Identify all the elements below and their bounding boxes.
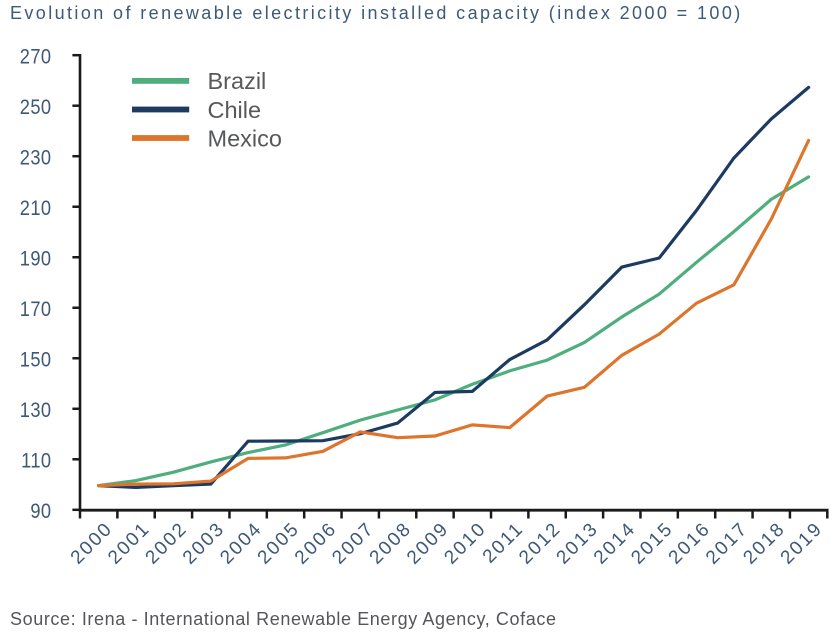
svg-text:2019: 2019 <box>777 518 827 568</box>
svg-text:2009: 2009 <box>403 518 453 568</box>
svg-text:250: 250 <box>20 96 52 120</box>
svg-text:150: 150 <box>20 348 52 372</box>
svg-text:2017: 2017 <box>702 518 752 568</box>
svg-text:2014: 2014 <box>590 518 640 568</box>
svg-text:2010: 2010 <box>440 518 490 568</box>
svg-text:2007: 2007 <box>328 518 378 568</box>
svg-text:2016: 2016 <box>665 518 715 568</box>
svg-text:130: 130 <box>20 399 52 423</box>
svg-text:2008: 2008 <box>366 518 416 568</box>
svg-text:110: 110 <box>21 449 51 473</box>
svg-text:Chile: Chile <box>208 97 262 123</box>
svg-text:190: 190 <box>20 247 52 271</box>
svg-text:210: 210 <box>20 197 52 221</box>
svg-text:2012: 2012 <box>515 518 565 568</box>
svg-text:2006: 2006 <box>291 518 341 568</box>
svg-text:270: 270 <box>20 45 52 69</box>
svg-text:2001: 2001 <box>104 518 154 568</box>
svg-text:Mexico: Mexico <box>208 125 282 151</box>
svg-text:2005: 2005 <box>254 518 304 568</box>
svg-text:2000: 2000 <box>67 518 117 568</box>
svg-text:Brazil: Brazil <box>208 68 267 94</box>
svg-text:2003: 2003 <box>179 518 229 568</box>
svg-text:230: 230 <box>20 146 52 170</box>
svg-text:2018: 2018 <box>739 518 789 568</box>
svg-text:90: 90 <box>30 500 51 524</box>
svg-text:2004: 2004 <box>216 518 266 568</box>
svg-text:2013: 2013 <box>553 518 603 568</box>
svg-text:2015: 2015 <box>627 518 677 568</box>
svg-text:170: 170 <box>20 298 52 322</box>
svg-text:2002: 2002 <box>142 518 192 568</box>
